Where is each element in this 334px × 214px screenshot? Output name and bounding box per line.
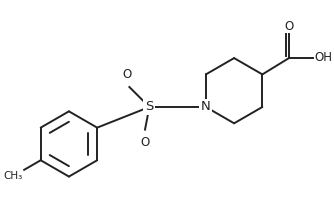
Text: OH: OH: [314, 51, 332, 64]
Text: O: O: [140, 136, 150, 149]
Text: S: S: [145, 101, 154, 113]
Text: N: N: [201, 101, 211, 113]
Text: O: O: [122, 68, 131, 81]
Text: CH₃: CH₃: [3, 171, 22, 181]
Text: O: O: [285, 20, 294, 33]
